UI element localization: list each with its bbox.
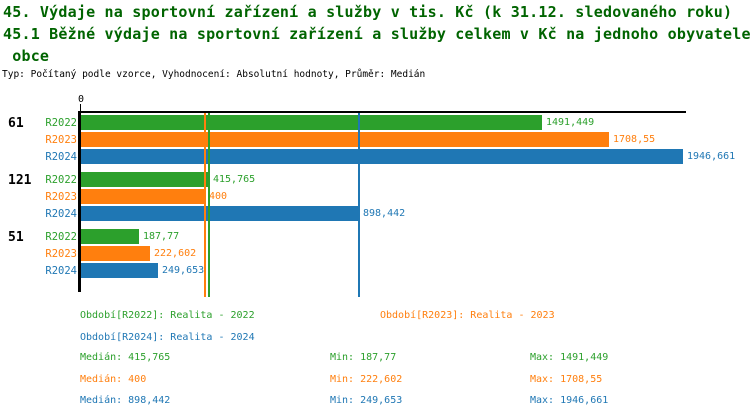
page-title-line3: obce (3, 47, 50, 65)
legend-period-R2024: Období[R2024]: Realita - 2024 (80, 332, 255, 343)
legend-max-R2022: Max: 1491,449 (530, 352, 609, 363)
group-label-51: 51 (8, 230, 24, 245)
legend-period-R2023: Období[R2023]: Realita - 2023 (380, 310, 555, 321)
bar-period-label: R2022 (45, 231, 77, 243)
bar-value-label: 187,77 (143, 231, 180, 242)
bar-value-label: 400 (209, 191, 228, 202)
bar-51-R2024 (81, 263, 158, 278)
bar-value-label: 415,765 (213, 174, 256, 185)
legend-median-R2022: Medián: 415,765 (80, 352, 171, 363)
page-title-line2: 45.1 Běžné výdaje na sportovní zařízení … (3, 25, 750, 43)
legend-min-R2022: Min: 187,77 (330, 352, 397, 363)
bar-value-label: 1708,55 (613, 134, 656, 145)
median-line-R2022 (208, 113, 210, 297)
bar-value-label: 1491,449 (546, 117, 595, 128)
bar-period-label: R2023 (45, 134, 77, 146)
legend-min-R2024: Min: 249,653 (330, 395, 403, 406)
median-line-R2024 (358, 113, 360, 297)
bar-period-label: R2022 (45, 117, 77, 129)
group-label-121: 121 (8, 173, 32, 188)
bar-value-label: 222,602 (154, 248, 197, 259)
bar-period-label: R2022 (45, 174, 77, 186)
x-axis-tick (80, 104, 81, 111)
chart-meta-line: Typ: Počítaný podle vzorce, Vyhodnocení:… (2, 69, 426, 80)
group-label-61: 61 (8, 116, 24, 131)
bar-121-R2024 (81, 206, 359, 221)
bar-121-R2023 (81, 189, 205, 204)
x-axis-zero-label: 0 (78, 94, 85, 105)
median-line-R2023 (204, 113, 206, 297)
legend-period-R2022: Období[R2022]: Realita - 2022 (80, 310, 255, 321)
bar-value-label: 249,653 (162, 265, 205, 276)
legend-max-R2024: Max: 1946,661 (530, 395, 609, 406)
bar-period-label: R2023 (45, 191, 77, 203)
bar-period-label: R2024 (45, 151, 77, 163)
bar-121-R2022 (81, 172, 209, 187)
x-axis-line (78, 111, 686, 113)
bar-value-label: 898,442 (363, 208, 406, 219)
bar-51-R2023 (81, 246, 150, 261)
bar-51-R2022 (81, 229, 139, 244)
legend-median-R2024: Medián: 898,442 (80, 395, 171, 406)
bar-61-R2024 (81, 149, 683, 164)
bar-61-R2022 (81, 115, 542, 130)
legend-median-R2023: Medián: 400 (80, 374, 147, 385)
bar-value-label: 1946,661 (687, 151, 736, 162)
bar-period-label: R2024 (45, 265, 77, 277)
bar-period-label: R2024 (45, 208, 77, 220)
page-title-line1: 45. Výdaje na sportovní zařízení a služb… (3, 3, 733, 21)
legend-min-R2023: Min: 222,602 (330, 374, 403, 385)
bar-period-label: R2023 (45, 248, 77, 260)
y-axis-line (78, 111, 81, 292)
bar-61-R2023 (81, 132, 609, 147)
legend-max-R2023: Max: 1708,55 (530, 374, 603, 385)
